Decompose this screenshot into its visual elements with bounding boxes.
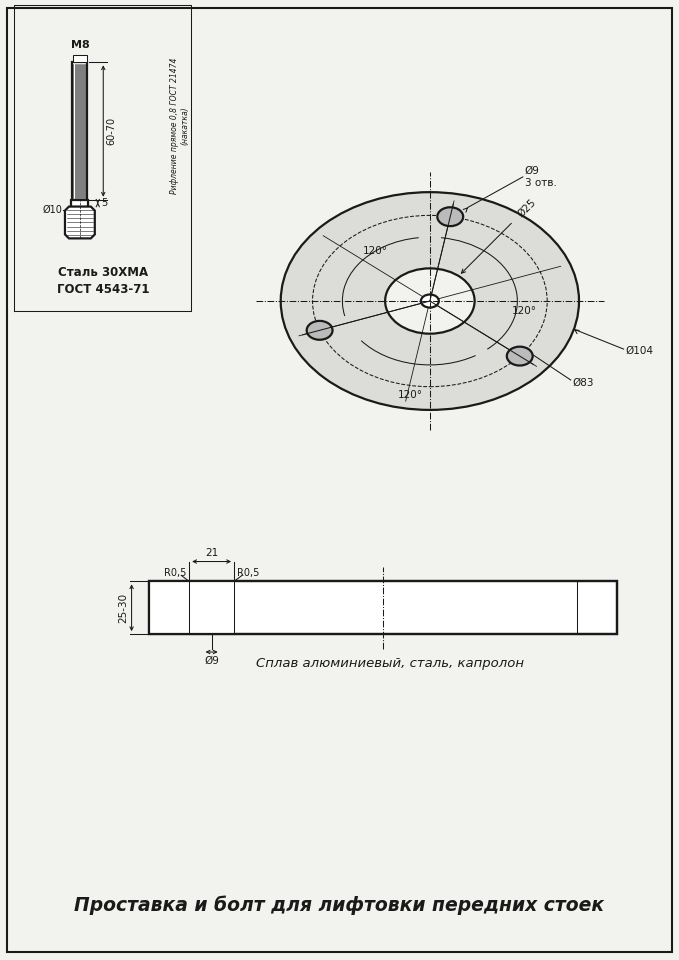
Text: Ø9: Ø9: [204, 656, 219, 666]
Bar: [189, 582, 234, 635]
Ellipse shape: [385, 269, 475, 334]
Text: 25-30: 25-30: [119, 592, 128, 623]
Polygon shape: [65, 206, 95, 238]
Ellipse shape: [280, 192, 579, 410]
Text: Ø10: Ø10: [42, 205, 62, 215]
Ellipse shape: [421, 295, 439, 307]
Bar: [149, 582, 234, 635]
Bar: [149, 582, 617, 635]
Bar: [149, 582, 189, 635]
Bar: [71, 200, 88, 206]
Ellipse shape: [307, 321, 333, 340]
Text: Рифление прямое 0,8 ГОСТ 21474
(накатка): Рифление прямое 0,8 ГОСТ 21474 (накатка): [170, 58, 189, 194]
Text: Ø9
3 отв.: Ø9 3 отв.: [525, 166, 557, 188]
Text: R0,5: R0,5: [237, 568, 259, 579]
Text: Ø83: Ø83: [572, 378, 594, 388]
Text: Сталь 30ХМА
ГОСТ 4543-71: Сталь 30ХМА ГОСТ 4543-71: [56, 266, 149, 296]
Text: 120°: 120°: [512, 306, 537, 316]
Bar: [577, 582, 617, 635]
Ellipse shape: [507, 347, 532, 366]
Text: 120°: 120°: [397, 391, 422, 400]
Text: R0,5: R0,5: [164, 568, 186, 579]
Bar: [73, 62, 88, 200]
Ellipse shape: [437, 207, 463, 227]
Text: Ø104: Ø104: [625, 347, 654, 356]
Bar: [149, 582, 617, 635]
Text: 5: 5: [100, 198, 107, 208]
Text: 60-70: 60-70: [106, 117, 116, 145]
Text: Сплав алюминиевый, сталь, капролон: Сплав алюминиевый, сталь, капролон: [256, 658, 524, 670]
Text: 120°: 120°: [363, 247, 388, 256]
Text: Ø25: Ø25: [515, 197, 538, 219]
Bar: [73, 56, 87, 62]
Text: М8: М8: [71, 40, 89, 51]
Text: Проставка и болт для лифтовки передних стоек: Проставка и болт для лифтовки передних с…: [74, 896, 604, 915]
Text: 21: 21: [205, 547, 218, 558]
